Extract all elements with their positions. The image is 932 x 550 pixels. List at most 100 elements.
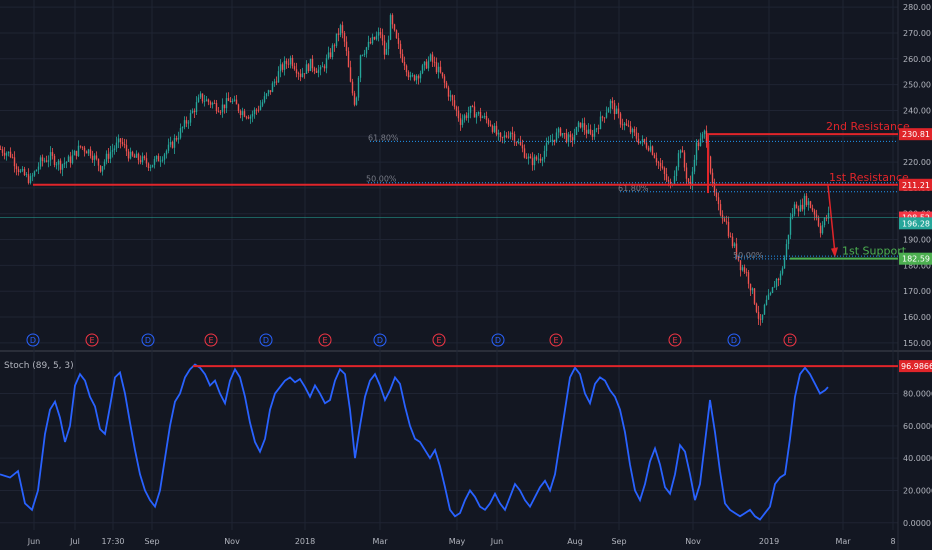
candle-body [637,138,640,144]
candle-body [153,159,156,165]
level-axis-label: 182.59 [902,255,930,264]
candle-body [673,176,676,185]
candle-body [495,125,498,135]
candle-body [247,117,250,119]
candle-body [121,142,124,144]
candle-body [767,294,770,300]
candle-body [325,58,328,69]
candle-body [633,128,636,133]
fib-level-label: 50.00% [366,175,397,184]
x-tick-label: Nov [685,537,701,546]
y-tick-label: 280.00 [903,3,931,12]
candle-body [281,64,284,70]
candle-body [35,169,38,172]
candle-body [423,61,426,66]
candle-body [543,150,546,159]
event-marker [141,333,155,347]
event-marker-label: D [495,336,501,345]
candle-body [155,155,158,160]
candle-body [685,167,688,179]
candle-body [803,195,806,210]
candle-body [795,204,798,209]
candle-body [651,146,654,155]
candle-body [391,15,394,25]
candle-body [45,160,48,162]
candle-body [375,35,378,40]
x-tick-label: Mar [835,537,851,546]
event-marker [204,333,218,347]
x-tick-label: 17:30 [101,537,124,546]
candle-body [407,72,410,78]
candle-body [327,52,330,59]
candle-body [579,122,582,128]
candle-body [165,150,168,155]
candle-body [431,54,434,62]
candle-body [215,103,218,111]
candle-body [217,110,220,112]
candle-body [741,267,744,271]
candle-body [723,218,726,222]
candle-body [209,102,212,105]
candle-body [269,90,272,93]
candle-body [623,123,626,126]
candle-body [223,104,226,109]
candle-body [179,128,182,138]
candle-body [607,108,610,113]
candle-body [787,234,790,245]
candle-body [559,128,562,136]
candle-body [473,106,476,118]
candle-body [537,158,540,160]
candle-body [427,60,430,69]
candle-body [757,311,760,319]
x-tick-label: Sep [611,537,626,546]
candle-body [799,204,802,212]
candle-body [459,118,462,125]
candle-body [569,134,572,138]
candle-body [95,155,98,159]
candle-body [437,66,440,73]
candle-body [299,73,302,77]
candle-body [487,119,490,125]
candle-body [285,60,288,64]
candle-body [479,111,482,118]
candle-body [405,65,408,73]
stoch-level-badge [899,360,932,373]
candle-body [201,93,204,102]
candle-body [195,102,198,113]
candle-body [287,63,290,65]
stoch-line [0,363,829,521]
candle-body [397,38,400,44]
candle-body [807,201,810,205]
y-tick-label: 180.00 [903,261,931,270]
candle-body [771,287,774,293]
candle-body [533,156,536,166]
candle-body [539,158,542,161]
candle-body [317,69,320,73]
candle-body [75,150,78,157]
candle-body [275,81,278,83]
candle-body [235,99,238,105]
candle-body [727,221,730,237]
y-tick-label: 190.00 [903,236,931,245]
candle-body [167,144,170,151]
candle-body [83,147,86,152]
candle-body [159,160,162,162]
candle-body [725,221,728,223]
candle-body [701,134,704,139]
candle-body [647,147,650,151]
candle-body [199,93,202,98]
candle-body [131,151,134,156]
candle-body [191,110,194,114]
candle-body [29,176,32,183]
event-marker-label: D [145,336,151,345]
event-marker-label: E [553,336,558,345]
event-marker [26,333,40,347]
candle-body [581,123,584,128]
candle-body [747,272,750,284]
candle-body [291,57,294,67]
level-label: 1st Resistance [829,171,909,184]
candle-body [135,153,138,158]
candle-body [255,109,258,111]
candle-body [603,117,606,119]
candle-body [505,135,508,137]
